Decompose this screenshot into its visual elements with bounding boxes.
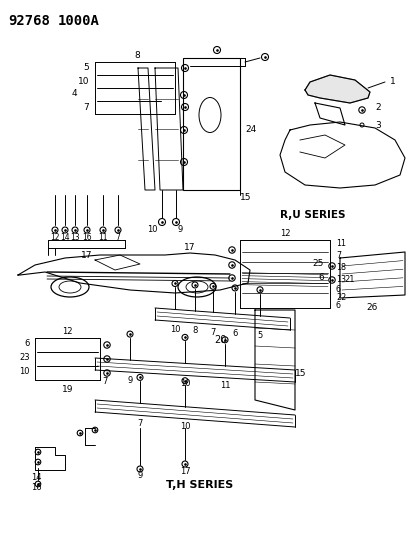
Text: 7: 7: [137, 419, 142, 428]
Text: R,U SERIES: R,U SERIES: [279, 210, 345, 220]
Text: 17: 17: [184, 244, 195, 253]
Text: 7: 7: [210, 328, 215, 337]
Text: 14: 14: [60, 233, 70, 243]
Text: 7: 7: [102, 377, 107, 386]
Text: 25: 25: [312, 259, 323, 268]
Text: 16: 16: [82, 233, 92, 243]
Text: 10: 10: [77, 77, 89, 85]
Text: 10: 10: [147, 225, 158, 235]
Text: 24: 24: [244, 125, 256, 134]
Text: 1: 1: [389, 77, 395, 86]
Text: 7: 7: [115, 233, 120, 243]
Text: 1000A: 1000A: [58, 14, 100, 28]
Text: 16: 16: [31, 483, 41, 492]
Text: 5: 5: [83, 63, 89, 72]
Text: 20: 20: [213, 335, 225, 345]
Text: 17: 17: [81, 252, 93, 261]
Text: 22: 22: [335, 294, 345, 303]
Text: 14: 14: [31, 473, 41, 482]
Text: 15: 15: [240, 193, 251, 203]
Text: 9: 9: [127, 376, 132, 385]
Text: 7: 7: [335, 252, 340, 261]
Text: 2: 2: [374, 103, 380, 112]
Text: 12: 12: [50, 233, 59, 243]
Polygon shape: [304, 75, 369, 103]
Text: 10: 10: [169, 325, 180, 334]
Text: 6: 6: [318, 273, 323, 282]
Text: 10: 10: [179, 422, 190, 431]
Text: 4: 4: [71, 90, 77, 99]
Text: 26: 26: [366, 303, 377, 311]
Text: 12: 12: [279, 229, 290, 238]
Text: 6: 6: [335, 301, 340, 310]
Text: 15: 15: [294, 368, 306, 377]
Text: 10: 10: [19, 367, 30, 376]
Text: 6: 6: [24, 340, 30, 349]
Text: 21: 21: [343, 276, 354, 285]
Text: 13: 13: [335, 276, 345, 285]
Text: 7: 7: [83, 102, 89, 111]
Text: 5: 5: [257, 332, 262, 340]
Text: 11: 11: [219, 381, 230, 390]
Text: 6: 6: [232, 329, 237, 338]
Text: 6: 6: [335, 286, 340, 295]
Text: 17: 17: [179, 467, 190, 477]
Text: 13: 13: [70, 233, 80, 243]
Text: 9: 9: [178, 225, 183, 235]
Text: 19: 19: [62, 385, 73, 394]
Text: T,H SERIES: T,H SERIES: [166, 480, 233, 490]
Text: 10: 10: [179, 379, 190, 388]
Text: 8: 8: [192, 327, 197, 335]
Text: 8: 8: [134, 52, 140, 61]
Text: 11: 11: [98, 233, 107, 243]
Text: 18: 18: [335, 263, 345, 272]
Text: 11: 11: [335, 239, 345, 248]
Text: 92768: 92768: [8, 14, 50, 28]
Text: 23: 23: [19, 353, 30, 362]
Text: 12: 12: [62, 327, 73, 335]
Text: 9: 9: [137, 472, 142, 481]
Text: 3: 3: [374, 122, 380, 131]
